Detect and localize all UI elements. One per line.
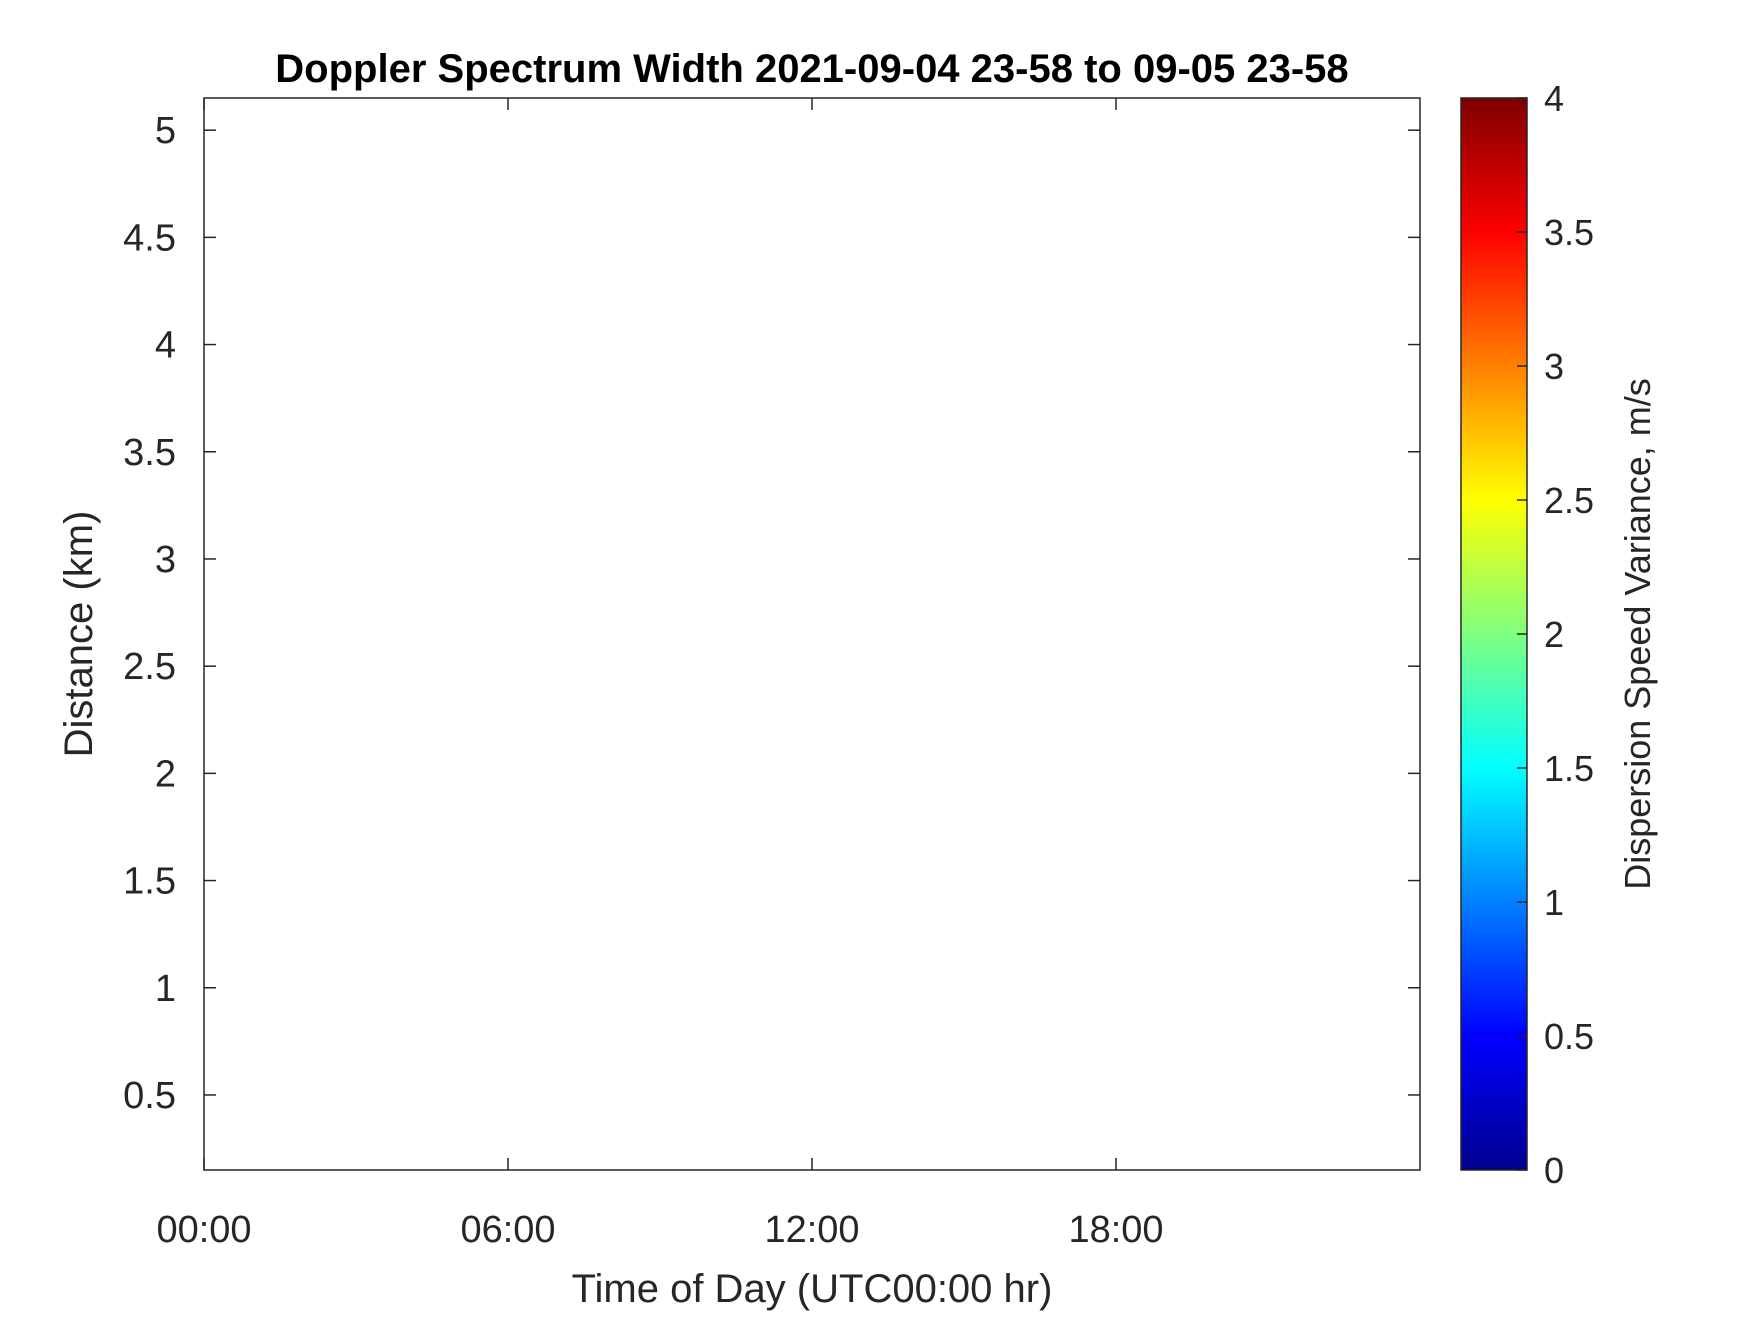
plot-area	[204, 98, 1420, 1170]
chart-title: Doppler Spectrum Width 2021-09-04 23-58 …	[275, 47, 1348, 91]
